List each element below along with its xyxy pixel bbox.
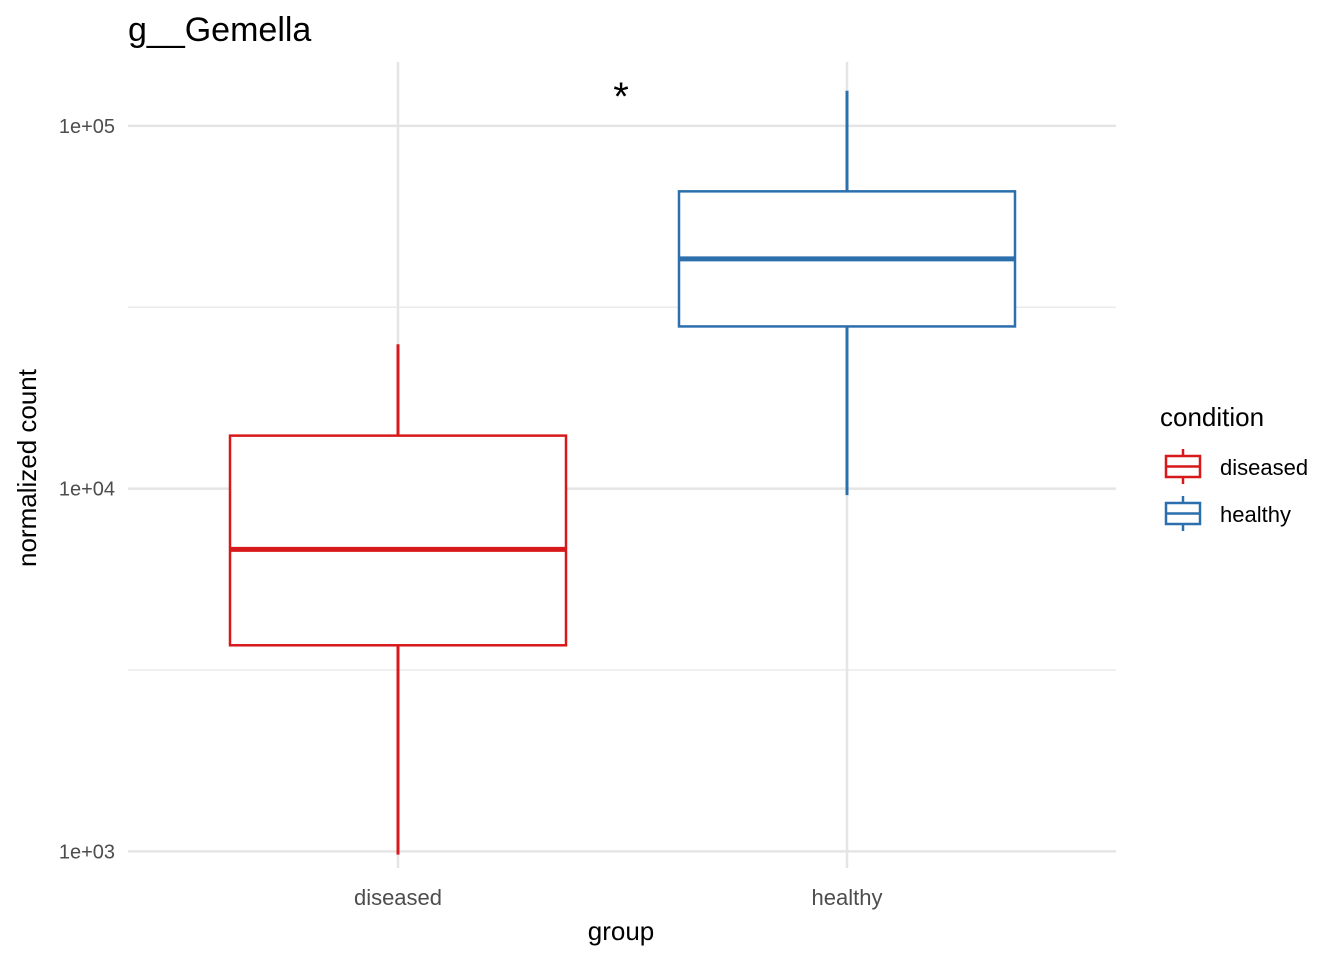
y-tick-label-1: 1e+04	[59, 479, 115, 501]
box-rect	[228, 434, 568, 647]
chart-title: g__Gemella	[128, 11, 311, 49]
box-diseased	[228, 344, 568, 855]
legend-label-healthy: healthy	[1220, 502, 1291, 527]
x-axis-label: group	[588, 916, 655, 946]
box-series	[228, 90, 1017, 855]
box-healthy	[677, 90, 1017, 496]
significance-annotation: *	[613, 75, 629, 119]
legend-item-healthy: healthy	[1164, 496, 1291, 531]
legend-title: condition	[1160, 402, 1264, 432]
legend: diseased healthy	[1164, 449, 1308, 531]
y-axis-label: normalized count	[12, 368, 42, 567]
y-tick-label-2: 1e+05	[59, 116, 115, 138]
x-tick-label-0: diseased	[354, 885, 442, 910]
y-tick-labels: 1e+03 1e+04 1e+05	[59, 116, 115, 864]
legend-item-diseased: diseased	[1164, 449, 1308, 484]
x-tick-labels: diseased healthy	[354, 885, 883, 910]
x-tick-label-1: healthy	[812, 885, 883, 910]
legend-label-diseased: diseased	[1220, 455, 1308, 480]
y-tick-label-0: 1e+03	[59, 841, 115, 863]
